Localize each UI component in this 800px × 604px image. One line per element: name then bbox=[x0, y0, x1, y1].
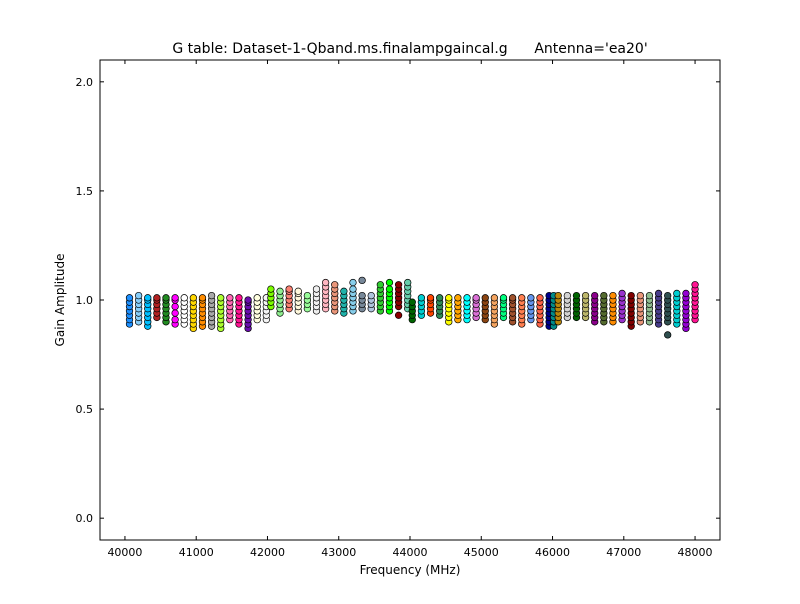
data-point bbox=[481, 294, 489, 302]
data-point bbox=[180, 294, 188, 302]
x-tick-label: 42000 bbox=[250, 546, 285, 559]
data-point bbox=[394, 311, 403, 319]
x-tick-label: 43000 bbox=[321, 546, 356, 559]
data-point bbox=[508, 294, 517, 302]
data-point bbox=[563, 291, 572, 300]
data-point bbox=[591, 291, 599, 300]
data-point bbox=[527, 294, 535, 302]
data-point bbox=[125, 294, 134, 302]
y-tick-label: 0.0 bbox=[76, 512, 94, 525]
data-point bbox=[226, 294, 234, 302]
data-point bbox=[572, 291, 581, 300]
data-point bbox=[618, 289, 626, 298]
data-point bbox=[294, 287, 302, 295]
data-point bbox=[435, 294, 444, 302]
data-point bbox=[235, 294, 243, 302]
data-point bbox=[134, 291, 143, 300]
data-point bbox=[609, 291, 617, 300]
data-point bbox=[664, 291, 672, 300]
data-point bbox=[276, 287, 284, 295]
data-point bbox=[682, 289, 690, 298]
data-point bbox=[654, 289, 663, 298]
y-tick-label: 1.0 bbox=[76, 294, 94, 307]
data-point bbox=[340, 287, 348, 295]
data-point bbox=[376, 281, 385, 289]
data-point bbox=[664, 331, 672, 339]
data-point bbox=[312, 285, 321, 293]
data-point bbox=[463, 294, 471, 302]
data-point bbox=[673, 289, 681, 298]
x-tick-label: 48000 bbox=[678, 546, 713, 559]
data-point bbox=[417, 294, 426, 302]
data-point bbox=[358, 291, 366, 300]
data-point bbox=[321, 278, 330, 287]
data-point bbox=[454, 294, 462, 302]
chart-title: G table: Dataset-1-Qband.ms.finalampgain… bbox=[172, 41, 647, 57]
data-point bbox=[490, 294, 499, 302]
data-point bbox=[253, 294, 261, 302]
data-point bbox=[171, 315, 179, 324]
data-point bbox=[394, 281, 403, 289]
data-point bbox=[600, 291, 608, 300]
data-point bbox=[426, 294, 435, 302]
data-point bbox=[198, 294, 207, 302]
data-points bbox=[125, 276, 699, 339]
data-point bbox=[189, 294, 198, 302]
data-point bbox=[367, 291, 375, 300]
data-point bbox=[349, 278, 357, 287]
data-point bbox=[636, 291, 644, 300]
data-point bbox=[267, 285, 275, 293]
data-point bbox=[554, 291, 562, 300]
data-point bbox=[358, 276, 366, 285]
x-tick-label: 45000 bbox=[464, 546, 499, 559]
data-point bbox=[385, 285, 394, 293]
data-point bbox=[162, 294, 170, 302]
y-tick-label: 1.5 bbox=[76, 185, 94, 198]
data-point bbox=[645, 291, 654, 300]
x-tick-label: 41000 bbox=[179, 546, 214, 559]
x-tick-label: 46000 bbox=[535, 546, 570, 559]
x-axis-label: Frequency (MHz) bbox=[360, 563, 461, 577]
data-point bbox=[144, 294, 152, 302]
data-point bbox=[518, 294, 526, 302]
y-tick-label: 2.0 bbox=[76, 76, 94, 89]
x-tick-label: 40000 bbox=[107, 546, 142, 559]
data-point bbox=[285, 285, 293, 293]
data-point bbox=[536, 294, 544, 302]
data-point bbox=[408, 298, 416, 306]
data-point bbox=[217, 294, 225, 302]
data-point bbox=[445, 294, 453, 302]
data-point bbox=[303, 291, 312, 300]
x-tick-label: 44000 bbox=[393, 546, 428, 559]
data-point bbox=[171, 302, 179, 311]
data-point bbox=[244, 296, 252, 304]
y-tick-label: 0.5 bbox=[76, 403, 94, 416]
data-point bbox=[153, 294, 161, 302]
axis-ticks: 40000 41000 42000 43000 44000 45000 46000 47000… bbox=[76, 60, 720, 559]
data-point bbox=[171, 294, 179, 302]
data-point bbox=[171, 309, 179, 317]
data-point bbox=[207, 291, 216, 300]
data-point bbox=[472, 294, 480, 302]
data-point bbox=[349, 285, 357, 293]
x-tick-label: 47000 bbox=[606, 546, 641, 559]
data-point bbox=[331, 281, 339, 289]
data-point bbox=[581, 291, 590, 300]
data-point bbox=[385, 278, 394, 287]
y-axis-label: Gain Amplitude bbox=[53, 254, 67, 347]
data-point bbox=[691, 281, 699, 289]
data-point bbox=[404, 278, 412, 287]
data-point bbox=[499, 294, 508, 302]
data-point bbox=[627, 291, 635, 300]
